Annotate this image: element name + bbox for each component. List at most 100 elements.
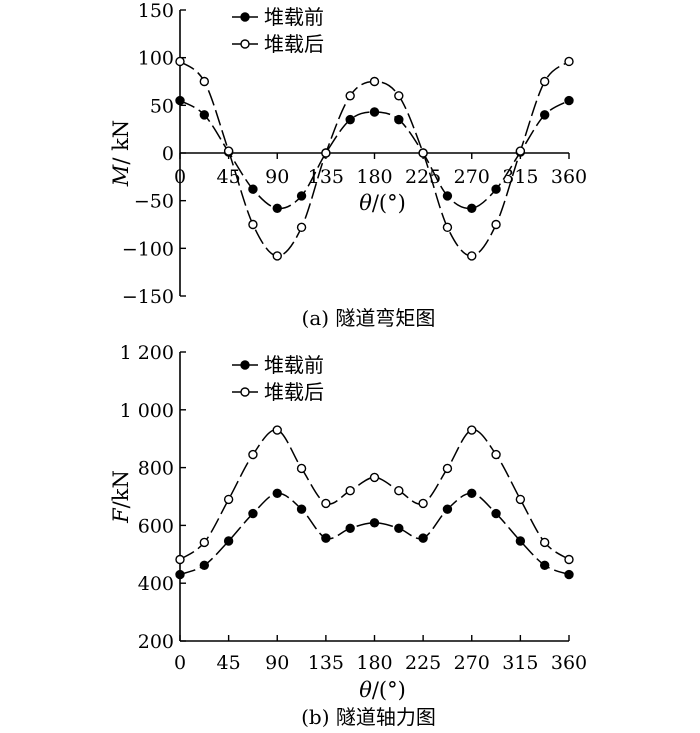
y-axis-label: M/ kN	[109, 120, 133, 187]
data-point	[248, 508, 258, 519]
data-point	[442, 222, 453, 233]
data-point	[345, 114, 355, 125]
data-point	[199, 537, 210, 548]
y-tick-label: 1 000	[120, 400, 174, 422]
data-point	[369, 518, 380, 528]
y-tick-label: 800	[138, 458, 174, 480]
data-point	[296, 463, 307, 474]
chart-caption: (a) 隧道弯矩图	[302, 306, 436, 330]
x-tick-label: 45	[217, 652, 241, 674]
data-point	[223, 536, 234, 546]
y-tick-label: 600	[138, 515, 174, 537]
x-axis-label: θ/(°)	[359, 191, 406, 215]
data-point	[564, 56, 574, 67]
y-tick-label: 100	[138, 48, 174, 70]
x-tick-label: 225	[405, 652, 441, 674]
data-point	[394, 523, 404, 533]
data-point	[442, 504, 453, 514]
series-after-loading	[175, 56, 574, 261]
data-point	[321, 533, 331, 543]
data-point	[467, 425, 477, 435]
series-before-loading	[175, 488, 574, 580]
x-tick-label: 360	[551, 652, 587, 674]
data-point	[491, 219, 501, 230]
data-point	[418, 533, 428, 543]
x-tick-label: 270	[454, 166, 490, 188]
data-point	[491, 449, 501, 460]
series-line	[179, 429, 570, 561]
data-point	[199, 560, 210, 570]
data-point	[394, 486, 404, 496]
data-point	[418, 148, 428, 158]
data-point	[321, 498, 331, 509]
legend-entry: 堆载后	[232, 32, 324, 56]
data-point	[564, 554, 574, 565]
y-tick-label: −150	[122, 286, 174, 308]
chart-caption: (b) 隧道轴力图	[301, 705, 436, 729]
legend-entry: 堆载前	[232, 353, 324, 377]
data-point	[175, 569, 185, 580]
data-point	[418, 498, 428, 509]
x-tick-label: 270	[454, 652, 490, 674]
data-point	[272, 488, 282, 499]
data-point	[394, 114, 404, 125]
data-point	[345, 486, 355, 496]
data-point	[272, 425, 282, 435]
legend-label: 堆载前	[264, 353, 324, 377]
y-tick-label: −50	[134, 191, 174, 213]
y-tick-label: 50	[150, 95, 174, 117]
data-point	[296, 504, 307, 514]
x-tick-label: 90	[265, 166, 289, 188]
y-tick-label: 200	[138, 631, 174, 653]
legend-label: 堆载后	[264, 380, 324, 404]
y-axis-label: F/kN	[109, 470, 133, 524]
x-tick-label: 135	[308, 652, 344, 674]
data-point	[515, 494, 526, 505]
data-point	[491, 184, 501, 194]
data-point	[345, 523, 355, 533]
data-point	[223, 494, 234, 505]
y-tick-label: 0	[162, 143, 174, 165]
series-line	[179, 99, 570, 210]
x-tick-label: 90	[265, 652, 289, 674]
data-point	[345, 91, 355, 101]
x-tick-label: 315	[502, 652, 538, 674]
data-point	[296, 222, 307, 233]
data-point	[175, 95, 185, 106]
data-point	[442, 463, 453, 474]
data-point	[199, 76, 210, 87]
data-point	[564, 95, 574, 106]
data-point	[296, 191, 307, 201]
data-point	[248, 219, 258, 230]
data-point	[369, 472, 380, 483]
data-point	[491, 508, 501, 519]
y-tick-label: 400	[138, 573, 174, 595]
data-point	[394, 91, 404, 101]
legend-marker	[240, 360, 250, 370]
data-point	[539, 537, 550, 548]
x-tick-label: 180	[356, 652, 392, 674]
legend-marker	[240, 39, 250, 49]
x-tick-label: 360	[551, 166, 587, 188]
y-tick-label: 1 200	[120, 342, 174, 364]
x-tick-label: 0	[174, 166, 186, 188]
series-after-loading	[175, 425, 574, 565]
data-point	[199, 110, 210, 120]
data-point	[539, 76, 550, 87]
data-point	[564, 569, 574, 580]
x-axis-label: θ/(°)	[359, 678, 406, 702]
data-point	[467, 251, 477, 261]
data-point	[272, 251, 282, 261]
data-point	[539, 110, 550, 120]
series-line	[179, 492, 570, 576]
data-point	[248, 449, 258, 460]
data-point	[175, 554, 185, 565]
data-point	[515, 146, 526, 156]
data-point	[369, 107, 380, 117]
x-tick-label: 0	[174, 652, 186, 674]
legend-entry: 堆载后	[232, 380, 324, 404]
data-point	[539, 560, 550, 570]
